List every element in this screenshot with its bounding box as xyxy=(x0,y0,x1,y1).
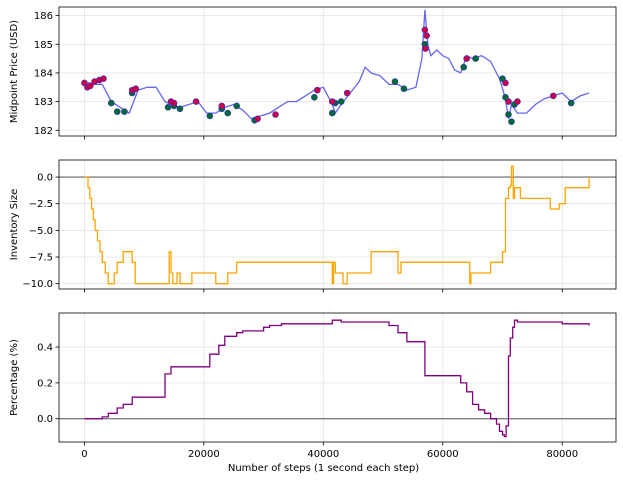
sell-marker xyxy=(423,32,430,39)
panel-3: 0.0 0.2 0.4 0 20000 40000 60000 80000 Percentage… xyxy=(9,312,617,474)
y-axis-label: Midpoint Price (USD) xyxy=(9,20,20,123)
buy-marker xyxy=(505,111,512,118)
buy-marker xyxy=(567,99,575,107)
x-tick-label: 20000 xyxy=(188,449,220,460)
sell-marker xyxy=(422,45,429,52)
sell-marker xyxy=(514,98,521,105)
sell-marker xyxy=(463,55,470,62)
y-tick-label: −5.0 xyxy=(29,226,53,237)
x-tick-label: 60000 xyxy=(427,449,459,460)
sell-marker xyxy=(314,86,321,94)
buy-marker xyxy=(121,108,128,115)
sell-marker xyxy=(132,85,140,92)
buy-marker xyxy=(328,109,336,117)
buy-marker xyxy=(508,118,515,125)
buy-marker xyxy=(391,78,399,85)
sell-marker xyxy=(170,99,178,107)
axes-frame xyxy=(58,6,617,137)
y-tick-label: −10.0 xyxy=(22,279,53,290)
buy-marker xyxy=(176,105,184,113)
x-tick-label: 40000 xyxy=(307,449,339,460)
y-tick-label: 0.0 xyxy=(37,173,53,184)
y-tick-label: 183 xyxy=(34,97,53,108)
buy-marker xyxy=(164,104,172,111)
sell-marker xyxy=(421,26,429,34)
sell-marker xyxy=(218,102,226,110)
sell-marker xyxy=(254,115,261,123)
buy-marker xyxy=(113,108,121,115)
buy-marker xyxy=(107,99,115,107)
buy-marker xyxy=(400,85,408,92)
buy-marker xyxy=(224,109,232,117)
panel-1: 182 183 184 185 186 Midpoint Price (USD) xyxy=(9,6,617,140)
axes-frame xyxy=(58,312,617,443)
sell-marker xyxy=(502,79,509,87)
y-tick-label: 0.2 xyxy=(37,378,53,389)
buy-marker xyxy=(472,55,479,62)
sell-marker xyxy=(549,92,557,100)
y-tick-label: 0.0 xyxy=(37,414,53,425)
sell-marker xyxy=(100,75,107,82)
y-axis-label: Inventory Size xyxy=(9,189,20,260)
x-axis-label: Number of steps (1 second each step) xyxy=(228,463,419,474)
panel-2: 0.0 −2.5 −5.0 −7.5 −10.0 Inventory Size xyxy=(9,159,617,293)
buy-marker xyxy=(337,98,345,105)
y-tick-label: 182 xyxy=(34,126,53,137)
buy-marker xyxy=(311,94,318,101)
y-tick-label: −7.5 xyxy=(29,253,53,264)
y-tick-label: 185 xyxy=(34,40,53,51)
sell-marker xyxy=(192,98,200,105)
y-tick-label: 0.4 xyxy=(37,343,53,354)
sell-marker xyxy=(272,111,279,118)
y-tick-label: 184 xyxy=(34,68,53,79)
axes-frame xyxy=(58,159,617,290)
sell-marker xyxy=(505,98,512,105)
sell-marker xyxy=(343,89,351,97)
series-line-1 xyxy=(84,165,590,285)
y-axis-label: Percentage (%) xyxy=(9,339,20,416)
series-line-1 xyxy=(84,319,590,438)
buy-marker xyxy=(206,112,214,120)
x-tick-label: 0 xyxy=(81,449,87,460)
sell-marker xyxy=(87,82,94,90)
sell-marker xyxy=(328,98,336,105)
y-tick-label: 186 xyxy=(34,11,53,22)
x-tick-label: 80000 xyxy=(546,449,578,460)
buy-marker xyxy=(233,102,241,110)
buy-marker xyxy=(460,63,467,71)
y-tick-label: −2.5 xyxy=(29,199,53,210)
